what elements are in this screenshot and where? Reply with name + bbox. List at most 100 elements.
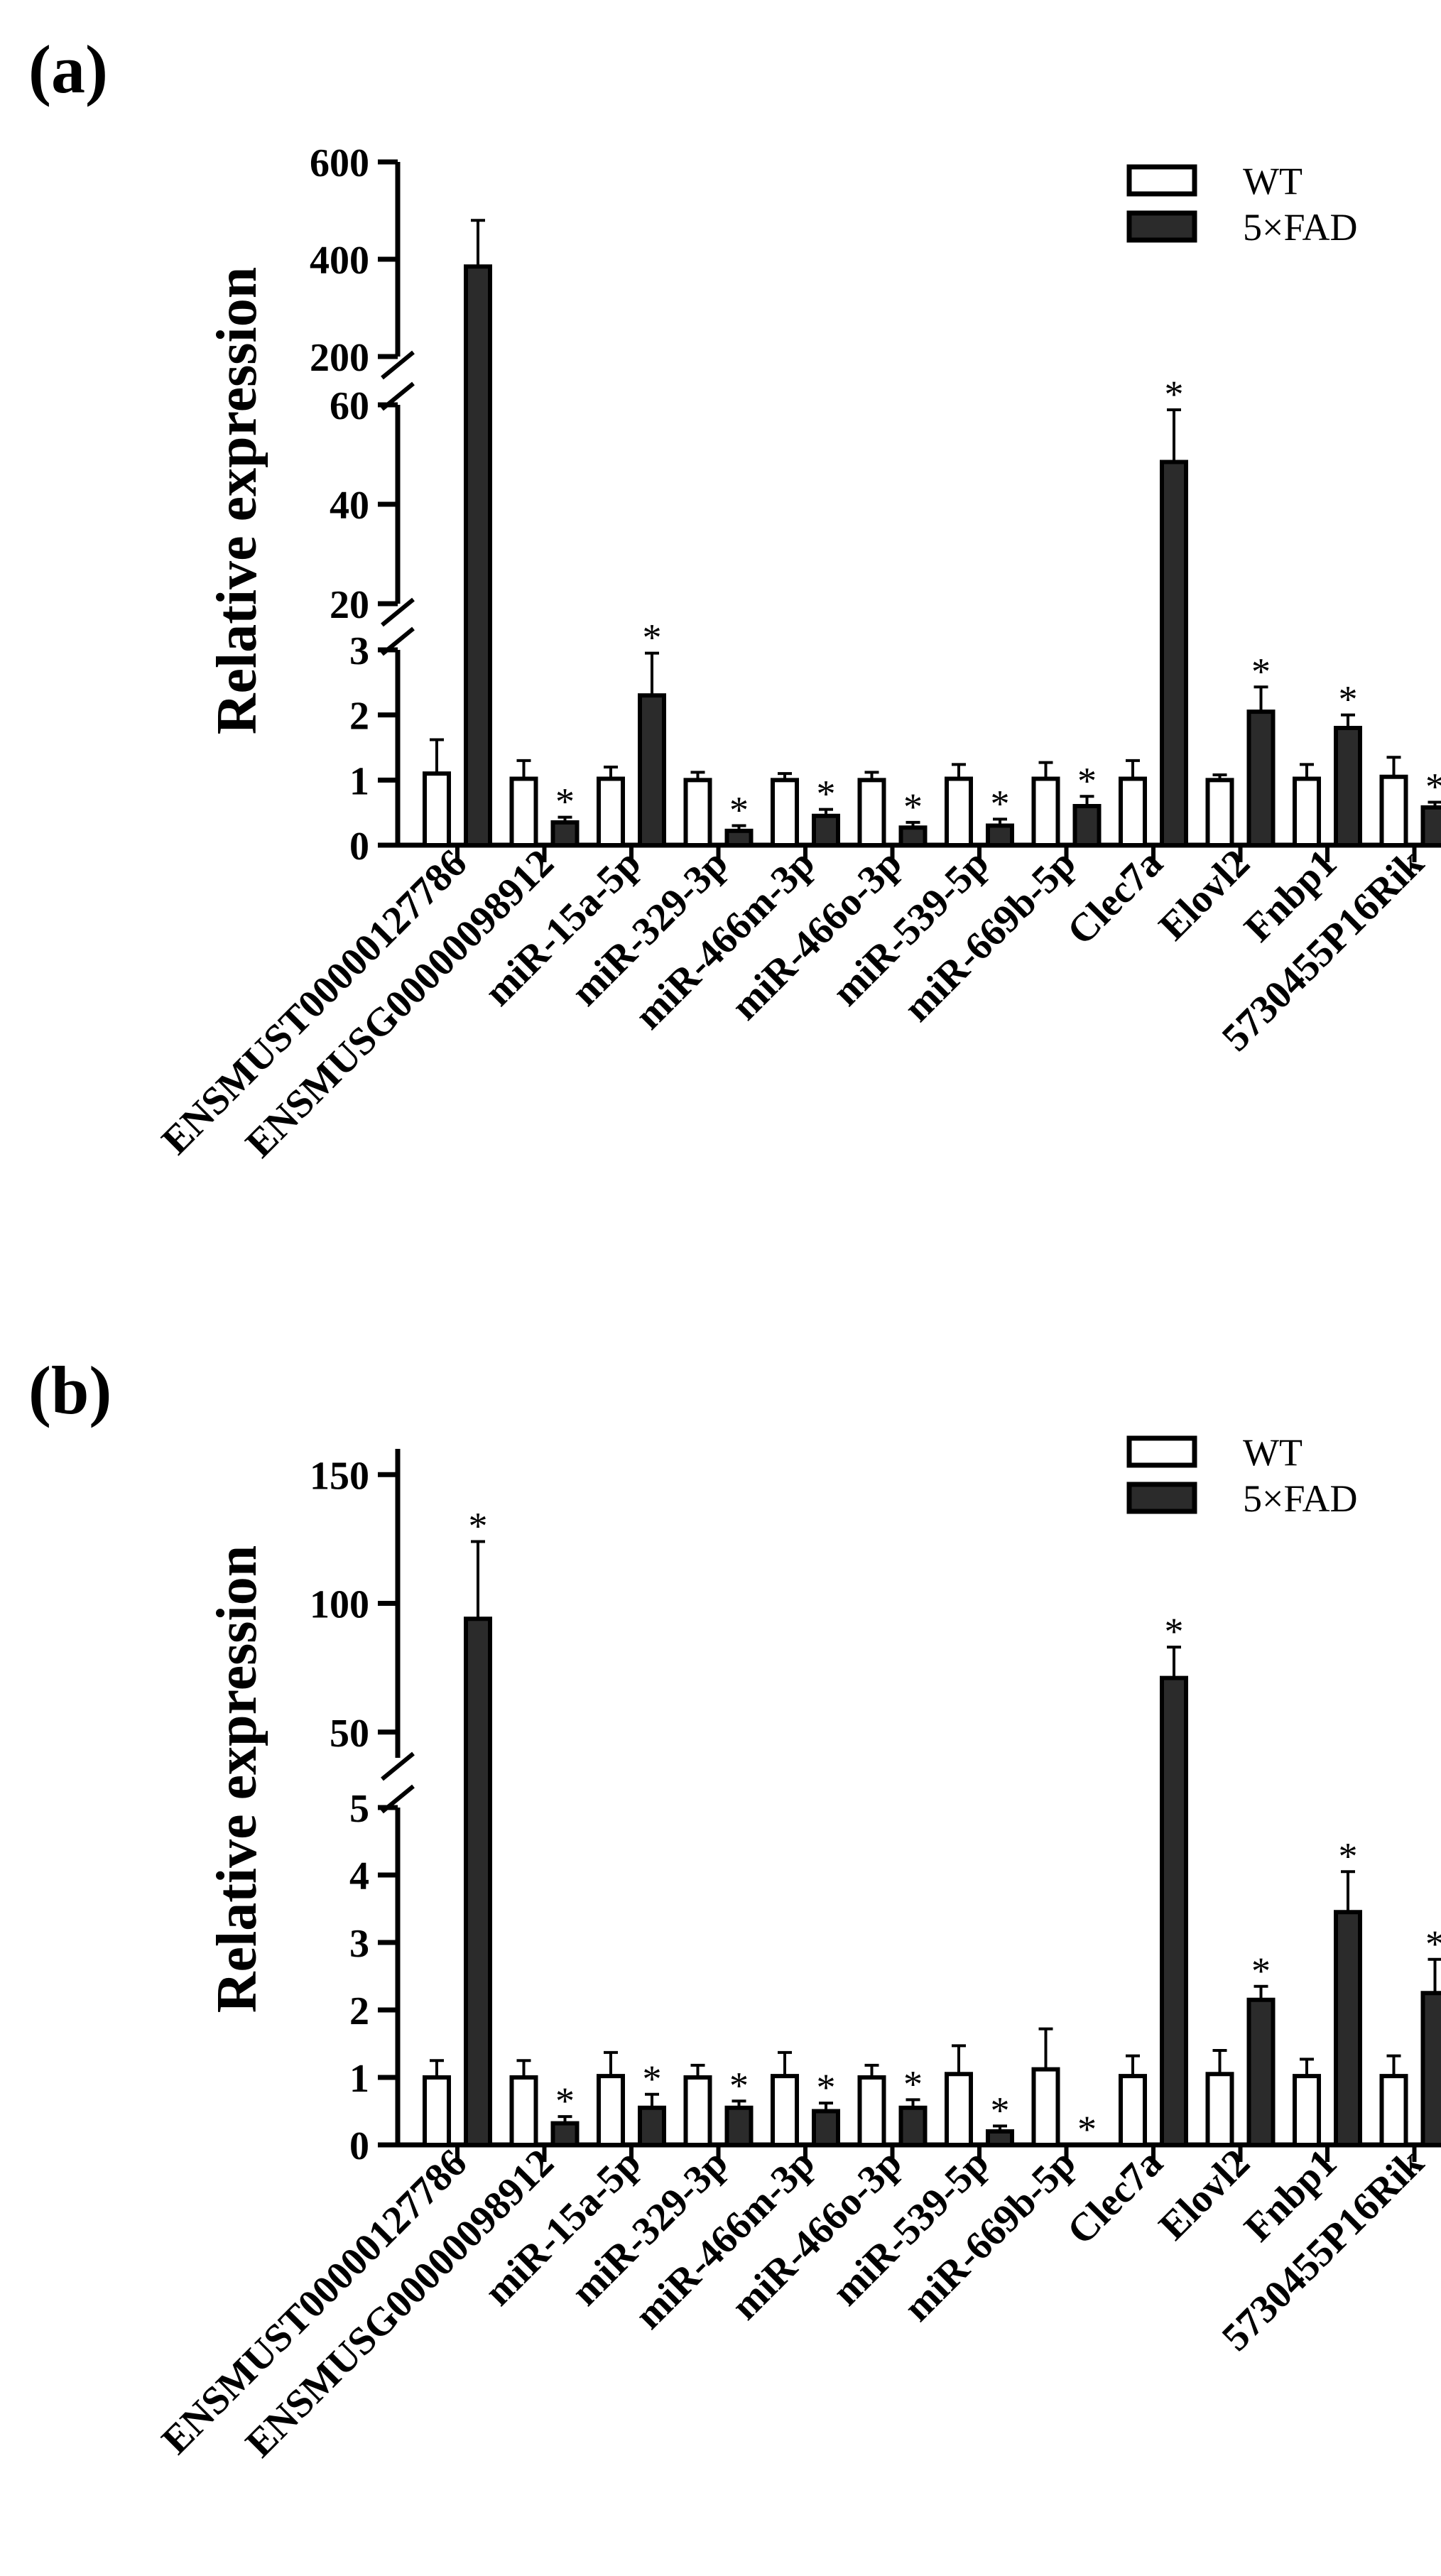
y-tick-label: 200: [310, 336, 369, 380]
legend-wt-swatch: [1129, 1438, 1195, 1465]
significance-star: *: [469, 1505, 488, 1548]
legend-5xfad-label: 5×FAD: [1243, 206, 1357, 249]
bar-5xfad: [988, 2131, 1012, 2145]
bar-wt: [773, 2076, 797, 2145]
significance-star: *: [643, 2058, 662, 2100]
bar-wt: [1121, 779, 1145, 846]
bar-wt: [1382, 2076, 1406, 2145]
significance-star: *: [1425, 766, 1441, 808]
bar-wt: [947, 779, 971, 846]
bar-5xfad: [1249, 2000, 1273, 2145]
y-tick-label: 0: [349, 825, 369, 869]
bar-wt: [686, 780, 710, 845]
bar-5xfad: [1423, 808, 1441, 845]
bar-wt: [1034, 2070, 1058, 2145]
legend-5xfad-swatch: [1129, 1484, 1195, 1511]
y-tick-label: 50: [330, 1712, 369, 1756]
y-tick-label: 60: [330, 384, 369, 428]
bar-wt: [860, 2077, 884, 2145]
legend-5xfad-swatch: [1129, 213, 1195, 240]
bar-wt: [1121, 2076, 1145, 2145]
bar-wt: [599, 779, 623, 846]
y-tick-label: 150: [310, 1454, 369, 1498]
significance-star: *: [729, 2064, 749, 2107]
bar-wt: [860, 780, 884, 845]
bar-5xfad: [1336, 1912, 1360, 2145]
significance-star: *: [1425, 1923, 1441, 1965]
y-tick-label: 5: [349, 1787, 369, 1831]
bar-5xfad: [814, 2112, 838, 2146]
bar-5xfad: [814, 816, 838, 845]
significance-star: *: [991, 782, 1010, 825]
bar-wt: [773, 780, 797, 845]
significance-star: *: [1077, 2108, 1097, 2151]
significance-star: *: [1165, 1610, 1184, 1653]
bar-wt: [512, 779, 536, 846]
legend-wt-label: WT: [1243, 160, 1303, 202]
bar-wt: [1295, 2076, 1319, 2145]
bar-5xfad: [988, 826, 1012, 846]
bar-5xfad: [1423, 1993, 1441, 2145]
bar-5xfad: [640, 695, 664, 845]
significance-star: *: [817, 2066, 836, 2109]
bar-5xfad: [553, 822, 577, 845]
bar-5xfad: [466, 1619, 490, 2145]
y-tick-label: 4: [349, 1854, 369, 1898]
bar-5xfad: [553, 2124, 577, 2145]
panel-a-y-axis-label: Relative expression: [206, 267, 268, 734]
significance-star: *: [1165, 373, 1184, 415]
significance-star: *: [1339, 1835, 1358, 1877]
bar-wt: [425, 2077, 449, 2145]
bar-wt: [686, 2077, 710, 2145]
significance-star: *: [1251, 650, 1271, 692]
bar-wt: [1382, 777, 1406, 845]
bar-5xfad: [1162, 1678, 1186, 2145]
bar-wt: [1034, 779, 1058, 846]
significance-star: *: [903, 786, 923, 828]
panel-a-label: (a): [28, 31, 108, 107]
bar-wt: [512, 2077, 536, 2145]
y-tick-label: 1: [349, 759, 369, 803]
y-tick-label: 2: [349, 695, 369, 739]
y-tick-label: 40: [330, 484, 369, 528]
y-tick-label: 600: [310, 141, 369, 185]
y-tick-label: 100: [310, 1583, 369, 1627]
significance-star: *: [555, 781, 575, 823]
y-tick-label: 400: [310, 239, 369, 283]
bar-5xfad: [640, 2108, 664, 2145]
legend-5xfad-label: 5×FAD: [1243, 1477, 1357, 1520]
significance-star: *: [1251, 1950, 1271, 1992]
y-tick-label: 2: [349, 1989, 369, 2033]
bar-5xfad: [1075, 806, 1099, 845]
bar-5xfad: [727, 831, 751, 845]
y-tick-label: 3: [349, 1922, 369, 1966]
legend-wt-swatch: [1129, 167, 1195, 194]
bar-5xfad: [901, 2108, 925, 2145]
significance-star: *: [1339, 678, 1358, 721]
y-tick-label: 20: [330, 583, 369, 627]
bar-wt: [425, 773, 449, 845]
panel-b-label: (b): [28, 1352, 112, 1428]
significance-star: *: [1077, 759, 1097, 802]
bar-wt: [599, 2076, 623, 2145]
significance-star: *: [991, 2089, 1010, 2131]
panel-b-y-axis-label: Relative expression: [206, 1545, 268, 2013]
bar-5xfad: [1249, 712, 1273, 845]
y-tick-label: 0: [349, 2124, 369, 2168]
significance-star: *: [903, 2063, 923, 2105]
significance-star: *: [729, 789, 749, 832]
bar-wt: [947, 2074, 971, 2145]
significance-star: *: [643, 616, 662, 659]
significance-star: *: [555, 2080, 575, 2122]
bar-5xfad: [727, 2108, 751, 2145]
y-tick-label: 1: [349, 2057, 369, 2101]
y-tick-label: 3: [349, 629, 369, 673]
bar-5xfad: [466, 266, 490, 845]
bar-5xfad: [1162, 462, 1186, 846]
bar-wt: [1208, 780, 1232, 845]
bar-5xfad: [901, 827, 925, 845]
bar-wt: [1208, 2074, 1232, 2145]
bar-5xfad: [1336, 728, 1360, 845]
bar-wt: [1295, 779, 1319, 846]
